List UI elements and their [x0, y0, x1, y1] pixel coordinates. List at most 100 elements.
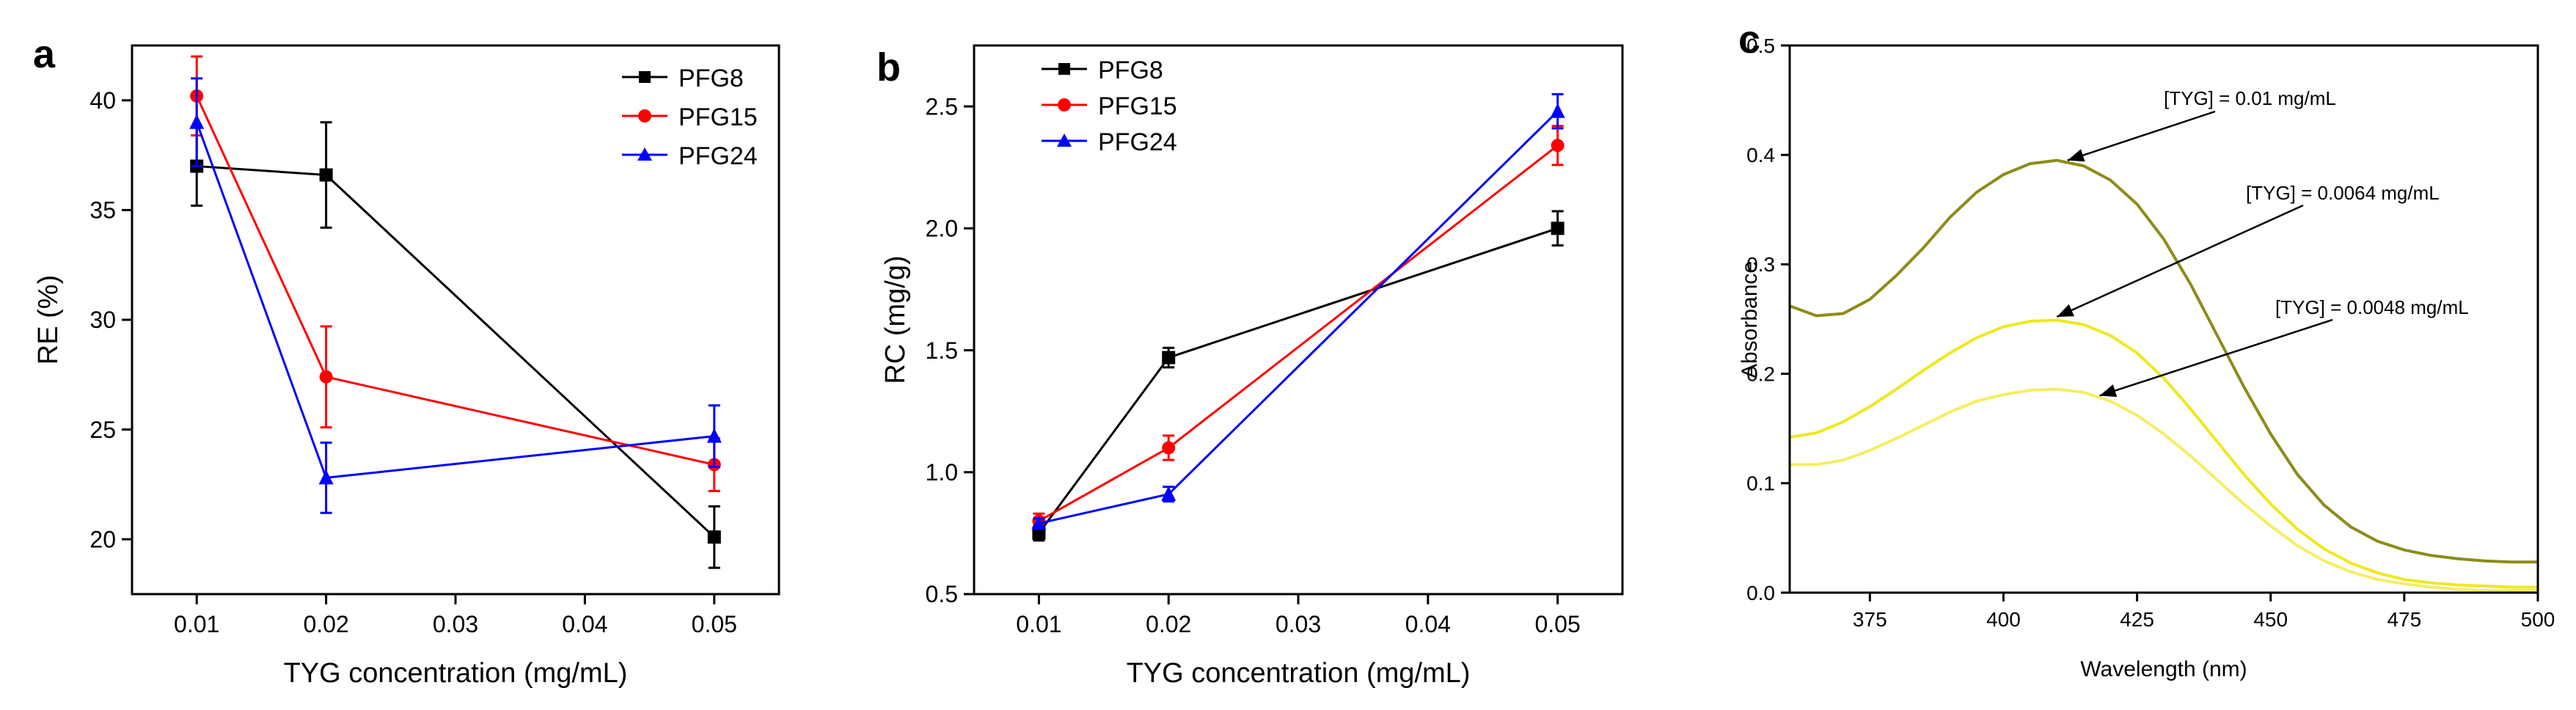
panel-c-y-ticks: 0.0 0.1 0.2 0.3 0.4 0.5: [1746, 34, 1790, 604]
x-tick-label: 0.01: [174, 611, 219, 637]
panel-b-x-ticks: 0.01 0.02 0.03 0.04 0.05: [1016, 594, 1581, 637]
panel-c-plot-frame: [1788, 44, 2539, 594]
y-tick-label: 35: [89, 197, 116, 224]
panel-c-y-axis-label: Absorbance: [1738, 261, 1762, 378]
panel-a-x-ticks: 0.01 0.02 0.03 0.04 0.05: [174, 594, 737, 637]
panel-b: 0.01 0.02 0.03 0.04 0.05 0.5 1.0 1.5 2.0 2.5 TYG…: [880, 44, 1624, 689]
data-point-pfg24: [706, 428, 722, 443]
series-line-pfg8: [197, 165, 715, 538]
panel-a: 0.01 0.02 0.03 0.04 0.05 20 25 30 35 40 TYG conc…: [33, 44, 780, 689]
x-tick-label: 0.04: [562, 611, 607, 637]
y-tick-label: 0.0: [1746, 582, 1775, 604]
data-point-pfg8: [1162, 351, 1176, 365]
panel-a-data: [189, 55, 722, 569]
y-tick-label: 2.5: [926, 93, 958, 120]
x-tick-label: 375: [1853, 608, 1887, 631]
y-tick-label: 0.1: [1746, 472, 1775, 495]
annotation-label-0-01: [TYG] = 0.01 mg/mL: [2164, 87, 2336, 109]
legend-marker-pfg8: [1058, 63, 1070, 75]
series-line-tyg-0-0048-mg-ml: [1790, 387, 2538, 593]
legend-label-pfg24: PFG24: [1098, 128, 1177, 156]
data-point-pfg15: [319, 370, 333, 384]
y-tick-label: 25: [89, 417, 116, 443]
legend-marker-pfg15: [638, 109, 651, 122]
panel-c: 375 400 425 450 475 500 0.0 0.1 0.2 0.3 0.4 0.5 Wa…: [1738, 34, 2555, 681]
data-point-pfg15: [1551, 139, 1565, 153]
x-tick-label: 475: [2387, 608, 2421, 631]
data-point-pfg24: [318, 469, 334, 485]
annotation-arrow-line: [2099, 318, 2333, 397]
annotation-arrow-line: [2056, 204, 2304, 318]
annotation-arrow-head: [2099, 384, 2118, 398]
legend-marker-pfg24: [637, 147, 652, 161]
panel-c-x-axis-label: Wavelength (nm): [2080, 657, 2247, 681]
annotation-arrow-head: [2067, 149, 2085, 162]
x-tick-label: 0.05: [1534, 611, 1580, 637]
x-tick-label: 425: [2120, 608, 2154, 631]
legend-marker-pfg15: [1058, 98, 1071, 111]
data-point-pfg8: [1551, 222, 1565, 235]
panel-b-x-axis-label: TYG concentration (mg/mL): [1127, 658, 1471, 689]
panel-b-letter: b: [877, 45, 901, 89]
y-tick-label: 2.0: [926, 216, 958, 242]
series-line-pfg15: [1038, 144, 1559, 522]
data-point-pfg24: [189, 114, 205, 129]
panel-c-annotations: [TYG] = 0.01 mg/mL [TYG] = 0.0064 mg/mL …: [2056, 87, 2469, 398]
y-tick-label: 1.0: [926, 459, 958, 486]
data-point-pfg24: [1161, 486, 1177, 501]
y-tick-label: 1.5: [926, 337, 958, 364]
series-line-pfg24: [1039, 110, 1559, 525]
data-point-pfg24: [1031, 515, 1047, 530]
panel-a-legend: PFG8 PFG15 PFG24: [622, 65, 758, 170]
x-tick-label: 0.02: [1146, 611, 1191, 637]
annotation-label-0-0064: [TYG] = 0.0064 mg/mL: [2246, 182, 2440, 204]
panel-b-data: [1031, 92, 1565, 542]
legend-marker-pfg8: [639, 71, 651, 83]
panel-b-legend: PFG8 PFG15 PFG24: [1042, 56, 1177, 156]
series-line-pfg15: [195, 95, 715, 466]
y-tick-label: 0.3: [1746, 253, 1775, 276]
panel-b-y-ticks: 0.5 1.0 1.5 2.0 2.5: [926, 93, 974, 607]
panel-a-y-ticks: 20 25 30 35 40: [89, 87, 132, 552]
y-tick-label: 0.4: [1746, 144, 1775, 166]
y-tick-label: 20: [89, 526, 116, 552]
panel-c-data: [1789, 158, 2538, 593]
data-point-pfg8: [319, 168, 333, 182]
y-tick-label: 0.2: [1746, 362, 1775, 385]
panel-a-x-axis-label: TYG concentration (mg/mL): [284, 658, 628, 689]
x-tick-label: 0.04: [1405, 611, 1451, 637]
x-tick-label: 0.01: [1016, 611, 1061, 637]
x-tick-label: 0.02: [303, 611, 348, 637]
data-point-pfg8: [707, 530, 721, 544]
panel-c-letter: c: [1738, 18, 1760, 62]
panel-c-x-ticks: 375 400 425 450 475 500: [1853, 593, 2555, 631]
series-line-tyg-0-01-mg-ml: [1789, 158, 2538, 564]
legend-label-pfg15: PFG15: [678, 103, 758, 131]
legend-label-pfg24: PFG24: [678, 142, 758, 170]
y-tick-label: 40: [89, 87, 116, 114]
y-tick-label: 0.5: [926, 581, 958, 607]
x-tick-label: 450: [2253, 608, 2288, 631]
panel-b-y-axis-label: RC (mg/g): [880, 255, 911, 384]
x-tick-label: 0.03: [1276, 611, 1321, 637]
series-line-tyg-0-0064-mg-ml: [1789, 318, 2538, 589]
annotation-label-0-0048: [TYG] = 0.0048 mg/mL: [2275, 296, 2469, 318]
x-tick-label: 0.03: [433, 611, 478, 637]
data-point-pfg24: [1550, 103, 1565, 118]
series-line-pfg24: [195, 122, 714, 480]
annotation-arrow-head: [2057, 304, 2075, 318]
annotation-arrow-line: [2067, 110, 2216, 161]
x-tick-label: 500: [2521, 608, 2555, 631]
annotation-arrows: [2056, 110, 2333, 398]
legend-label-pfg15: PFG15: [1098, 92, 1177, 120]
x-tick-label: 0.05: [692, 611, 737, 637]
series-line-pfg8: [1038, 227, 1559, 534]
legend-marker-pfg24: [1057, 133, 1072, 147]
panel-b-plot-frame: [973, 44, 1624, 596]
panel-a-y-axis-label: RE (%): [33, 275, 64, 365]
x-tick-label: 400: [1986, 608, 2021, 631]
legend-label-pfg8: PFG8: [1098, 56, 1163, 84]
data-point-pfg15: [1162, 441, 1176, 455]
panel-a-letter: a: [33, 32, 56, 76]
